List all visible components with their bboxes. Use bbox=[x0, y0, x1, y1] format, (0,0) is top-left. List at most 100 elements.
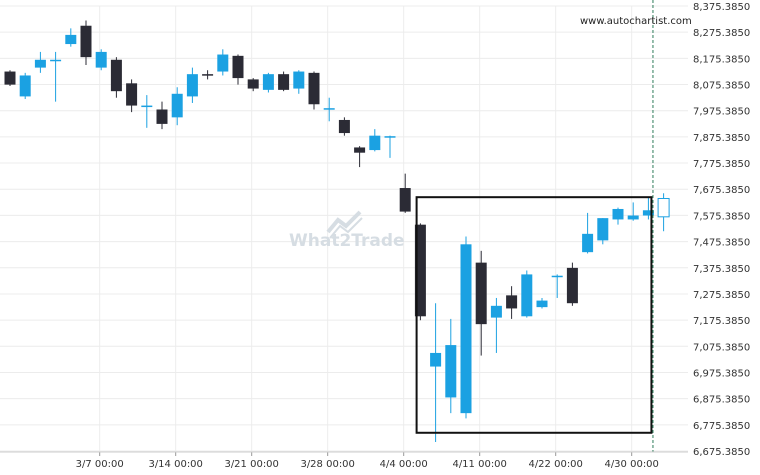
y-tick-label: 7,575.3850 bbox=[693, 211, 750, 222]
candle bbox=[217, 49, 229, 76]
x-tick-label: 4/4 00:00 bbox=[380, 459, 428, 470]
candles bbox=[4, 20, 670, 442]
candle bbox=[4, 70, 16, 86]
candle-body bbox=[582, 233, 594, 253]
y-tick-label: 6,675.3850 bbox=[693, 447, 750, 458]
candle bbox=[657, 193, 670, 232]
candle-body bbox=[156, 109, 168, 124]
pattern-box-layer bbox=[415, 0, 654, 452]
candle-body bbox=[430, 352, 442, 367]
y-tick-label: 7,675.3850 bbox=[693, 185, 750, 196]
candle bbox=[551, 274, 563, 298]
candle bbox=[612, 207, 624, 225]
x-tick-label: 3/21 00:00 bbox=[224, 459, 278, 470]
candle bbox=[126, 79, 138, 113]
candle bbox=[414, 223, 426, 321]
y-tick-label: 6,775.3850 bbox=[693, 421, 750, 432]
y-tick-label: 8,275.3850 bbox=[693, 28, 750, 39]
candle bbox=[19, 72, 31, 100]
y-tick-label: 7,875.3850 bbox=[693, 133, 750, 144]
candle bbox=[247, 78, 259, 92]
candle-body bbox=[338, 119, 350, 134]
candle-body bbox=[278, 74, 290, 90]
candle-body bbox=[323, 108, 335, 110]
y-tick-label: 7,075.3850 bbox=[693, 342, 750, 353]
y-tick-label: 7,475.3850 bbox=[693, 238, 750, 249]
candle-body bbox=[597, 218, 609, 241]
x-tick-label: 4/11 00:00 bbox=[452, 459, 506, 470]
candle-body bbox=[65, 34, 77, 45]
candle-body bbox=[50, 59, 62, 62]
candle bbox=[597, 218, 609, 245]
candle bbox=[354, 146, 366, 168]
candle bbox=[262, 72, 274, 93]
watermark: What2Trade bbox=[289, 210, 405, 251]
candle-body bbox=[110, 59, 122, 92]
candle bbox=[202, 70, 214, 80]
candle-body bbox=[217, 54, 229, 72]
candle-body bbox=[141, 105, 153, 108]
candle-body bbox=[354, 147, 366, 153]
y-tick-label: 6,875.3850 bbox=[693, 395, 750, 406]
candle bbox=[95, 49, 107, 71]
candle-body bbox=[34, 59, 46, 68]
candle bbox=[521, 270, 533, 318]
candle bbox=[308, 71, 320, 110]
candle-body bbox=[262, 74, 274, 90]
candle bbox=[536, 297, 548, 309]
candle-body bbox=[399, 188, 411, 212]
candle-body bbox=[186, 74, 198, 97]
candle-body bbox=[536, 300, 548, 308]
candle-body bbox=[414, 224, 426, 317]
watermark-logo-icon bbox=[326, 210, 363, 239]
pattern-box bbox=[415, 196, 653, 434]
candle bbox=[186, 67, 198, 103]
candle bbox=[460, 236, 472, 419]
source-label[interactable]: www.autochartist.com bbox=[580, 16, 692, 27]
candle bbox=[627, 202, 639, 221]
candle bbox=[34, 51, 46, 73]
candle bbox=[445, 318, 457, 414]
candle-body bbox=[308, 72, 320, 105]
candle bbox=[110, 57, 122, 98]
candle-body bbox=[19, 75, 31, 97]
candle bbox=[384, 135, 396, 158]
candle-body bbox=[126, 83, 138, 106]
candle bbox=[399, 173, 411, 213]
y-tick-label: 7,175.3850 bbox=[693, 316, 750, 327]
candle bbox=[80, 20, 92, 65]
y-tick-label: 6,975.3850 bbox=[693, 368, 750, 379]
candle bbox=[65, 28, 77, 47]
y-tick-label: 7,275.3850 bbox=[693, 290, 750, 301]
candle-body bbox=[445, 345, 457, 398]
candle bbox=[430, 303, 442, 442]
candle-body bbox=[384, 136, 396, 138]
x-tick-label: 3/28 00:00 bbox=[300, 459, 354, 470]
candle bbox=[490, 297, 502, 353]
y-tick-label: 7,775.3850 bbox=[693, 159, 750, 170]
grid-lines bbox=[0, 5, 688, 452]
candle-body bbox=[566, 267, 578, 304]
y-tick-label: 7,375.3850 bbox=[693, 264, 750, 275]
x-tick-label: 4/22 00:00 bbox=[528, 459, 582, 470]
y-tick-label: 8,075.3850 bbox=[693, 81, 750, 92]
candle-body bbox=[247, 79, 259, 89]
x-tick-label: 3/14 00:00 bbox=[148, 459, 202, 470]
candle-body bbox=[460, 244, 472, 414]
candle-body bbox=[521, 274, 533, 317]
candle bbox=[506, 286, 518, 319]
candle-body bbox=[627, 215, 639, 220]
candle bbox=[323, 97, 335, 122]
candle bbox=[50, 51, 62, 102]
candle-body bbox=[369, 135, 381, 151]
candle-body bbox=[506, 295, 518, 309]
x-tick-label: 4/30 00:00 bbox=[604, 459, 658, 470]
candle-body bbox=[612, 208, 624, 220]
candle-body bbox=[475, 262, 487, 325]
candle bbox=[642, 197, 654, 220]
candle bbox=[582, 212, 594, 254]
candle-body bbox=[642, 210, 654, 216]
candle bbox=[293, 70, 305, 94]
axes: 8,375.3850 8,275.3850 8,175.3850 8,075.3850… bbox=[0, 2, 750, 470]
